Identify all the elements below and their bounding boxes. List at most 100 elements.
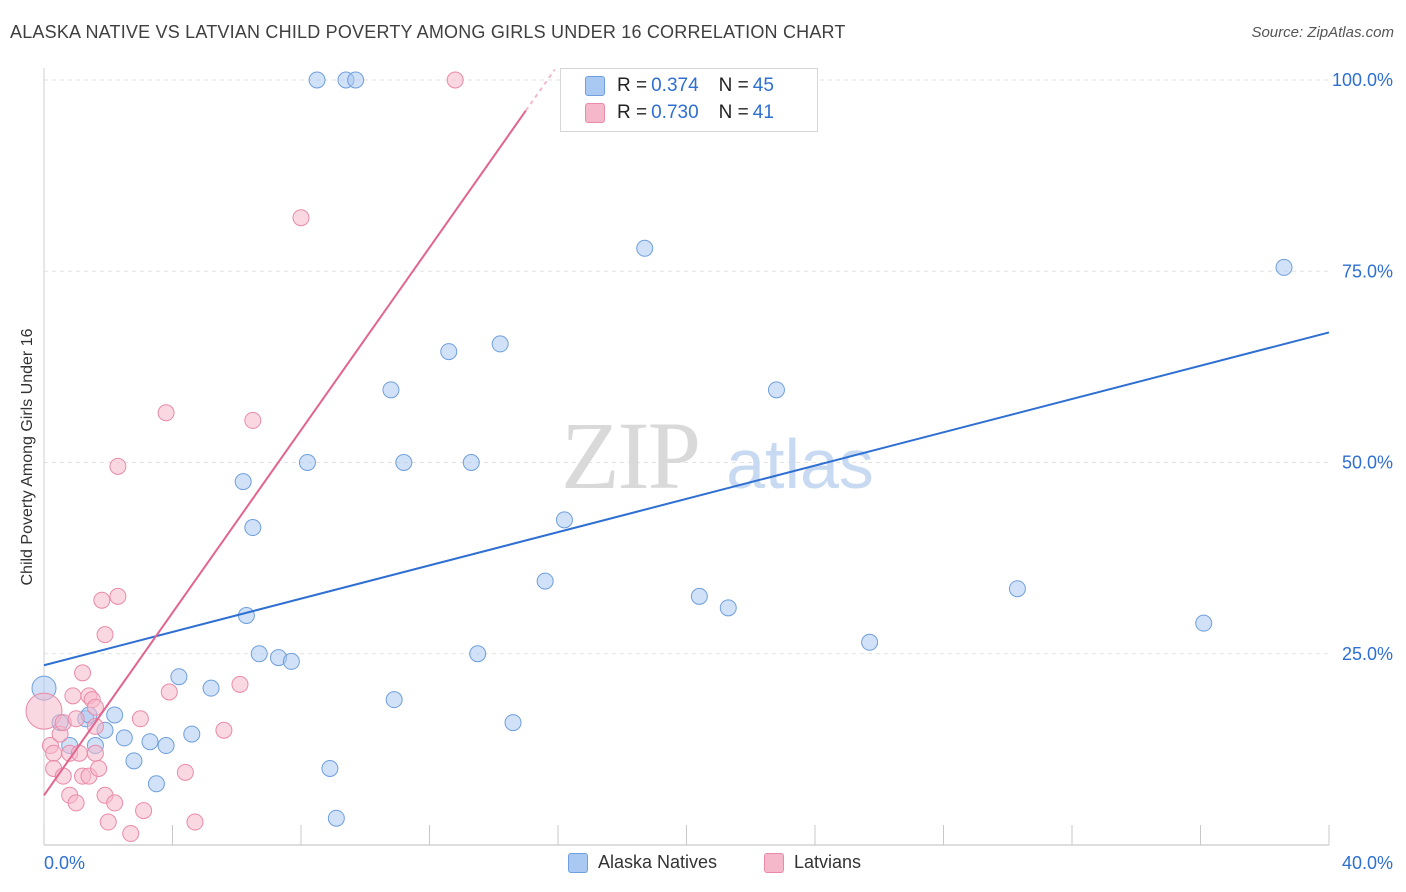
legend-r-label: R =	[617, 102, 648, 123]
source-credit: Source: ZipAtlas.com	[1251, 24, 1394, 41]
alaska-natives-point	[234, 473, 252, 491]
legend-r-value: 0.730	[651, 102, 699, 123]
legend-n-label: N =	[718, 75, 749, 96]
legend-label-alaska-natives: Alaska Natives	[598, 852, 718, 872]
latvians-point	[131, 710, 149, 728]
alaska-natives-point	[250, 645, 268, 663]
watermark-atlas: atlas	[726, 425, 874, 503]
latvians-point	[86, 717, 104, 735]
correlation-legend: R = 0.374 N = 45 R = 0.730 N = 41	[560, 68, 818, 132]
latvians-trend-extension	[525, 68, 556, 112]
latvians-point	[25, 692, 63, 730]
latvians-point	[109, 457, 127, 475]
legend-item-alaska-natives[interactable]: Alaska Natives	[568, 852, 717, 873]
legend-item-latvians[interactable]: Latvians	[764, 852, 861, 873]
legend-row-alaska: R = 0.374 N = 45	[585, 73, 774, 99]
latvians-point	[160, 683, 178, 701]
latvians-point	[109, 587, 127, 605]
alaska-natives-point	[1008, 580, 1026, 598]
alaska-natives-point	[115, 729, 133, 747]
alaska-natives-point	[636, 239, 654, 257]
latvians-point	[215, 721, 233, 739]
x-tick-label: 0.0%	[44, 853, 85, 873]
trend-lines	[43, 68, 1330, 796]
alaska-natives-point	[237, 607, 255, 624]
y-tick-label: 100.0%	[1332, 70, 1393, 90]
alaska-natives-point	[327, 809, 345, 827]
latvians-point	[67, 710, 85, 728]
watermark: ZIP atlas	[561, 402, 874, 509]
alaska-natives-point	[125, 752, 143, 770]
alaska-natives-point	[767, 381, 785, 399]
alaska-natives-point	[861, 633, 879, 651]
alaska-natives-point	[536, 572, 554, 590]
latvians-point	[96, 626, 114, 644]
legend-r-label: R =	[617, 75, 648, 96]
alaska-natives-point	[555, 511, 573, 529]
legend-r-value: 0.374	[651, 75, 699, 96]
latvians-point	[446, 71, 464, 89]
latvians-point	[90, 760, 108, 777]
latvians-point	[93, 591, 111, 609]
alaska-natives-point	[106, 706, 124, 724]
alaska-natives-point	[504, 714, 522, 732]
tick-labels: 25.0% 50.0% 75.0% 100.0% 0.0% 40.0%	[44, 70, 1393, 873]
grid-lines	[44, 79, 1329, 655]
alaska-natives-point	[690, 587, 708, 605]
latvians-trend-line	[43, 110, 527, 796]
latvians-point	[122, 825, 140, 843]
legend-swatch-alaska	[585, 76, 605, 96]
latvians-point	[99, 813, 117, 831]
alaska-natives-point	[298, 454, 316, 471]
y-tick-label: 25.0%	[1342, 644, 1393, 664]
latvians-point	[64, 687, 82, 705]
alaska-natives-point	[170, 668, 188, 686]
latvians-point	[231, 675, 249, 693]
alaska-natives-point	[440, 343, 458, 361]
x-tick-label: 40.0%	[1342, 853, 1393, 873]
alaska-natives-point	[282, 652, 300, 670]
alaska-natives-point	[385, 691, 403, 709]
y-tick-label: 50.0%	[1342, 453, 1393, 473]
alaska-natives-point	[395, 454, 413, 471]
latvians-point	[186, 813, 204, 831]
legend-row-latvians: R = 0.730 N = 41	[585, 100, 774, 126]
legend-swatch-alaska-natives	[568, 852, 588, 873]
alaska-natives-point	[321, 760, 339, 777]
alaska-natives-point	[244, 519, 262, 537]
latvians-point	[292, 209, 310, 227]
y-axis-label: Child Poverty Among Girls Under 16	[19, 328, 36, 586]
alaska-natives-point	[141, 733, 159, 751]
latvians-point	[45, 744, 63, 762]
series-legend: Alaska Natives Latvians	[0, 852, 1406, 878]
alaska-natives-point	[347, 71, 365, 89]
legend-swatch-latvians	[585, 103, 605, 123]
latvians-points	[25, 71, 464, 843]
watermark-zip: ZIP	[561, 402, 699, 509]
latvians-point	[244, 411, 262, 429]
legend-label-latvians: Latvians	[794, 852, 862, 872]
alaska-natives-point	[1275, 258, 1293, 276]
legend-n-label: N =	[718, 102, 749, 123]
alaska-natives-point	[491, 335, 509, 353]
latvians-point	[86, 698, 104, 716]
latvians-point	[67, 794, 85, 812]
latvians-point	[74, 664, 92, 682]
alaska-natives-point	[183, 725, 201, 743]
alaska-natives-point	[462, 454, 480, 471]
latvians-point	[157, 404, 175, 422]
alaska-natives-point	[719, 599, 737, 617]
chart-title: ALASKA NATIVE VS LATVIAN CHILD POVERTY A…	[10, 22, 846, 42]
y-tick-label: 75.0%	[1342, 261, 1393, 281]
alaska-natives-point	[308, 71, 326, 89]
alaska-natives-trend-line	[43, 331, 1330, 667]
alaska-natives-point	[147, 775, 165, 793]
alaska-natives-point	[1195, 614, 1213, 632]
alaska-natives-point	[469, 645, 487, 663]
legend-n-value: 45	[752, 75, 774, 96]
latvians-point	[135, 802, 153, 820]
alaska-natives-point	[382, 381, 400, 399]
legend-n-value: 41	[752, 102, 774, 123]
latvians-point	[86, 744, 104, 762]
